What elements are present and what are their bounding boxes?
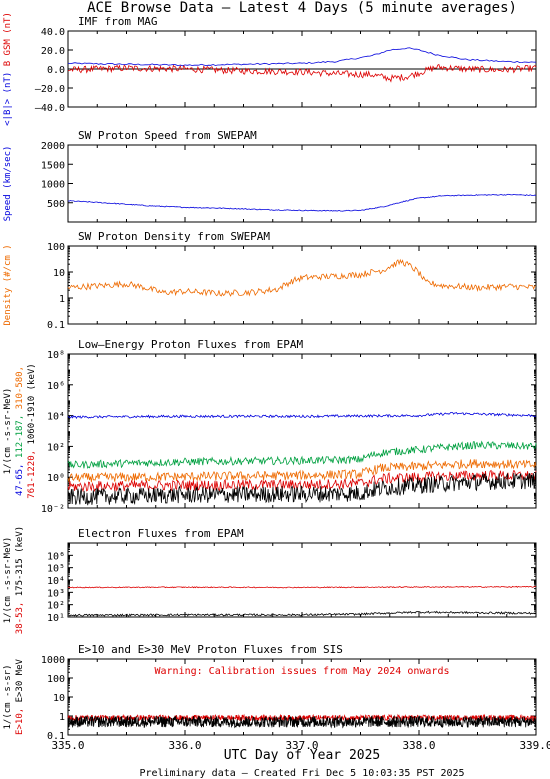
y-tick-label: 500	[47, 199, 65, 210]
y-axis-label-part: 310-580,	[15, 366, 25, 409]
y-tick-label: 1500	[41, 160, 65, 171]
y-tick-label: 10⁶	[47, 381, 65, 392]
panels: –40.0 –20.0 0.0 20.0 40.0 IMF from MAG <|B|> (…	[3, 12, 550, 752]
panel-6: 0.1 1 10 100 1000 E>10 and E>30 MeV Proton Fl…	[3, 643, 537, 742]
y-axis-label-part: 1/(cm -s-sr-MeV)	[3, 537, 13, 624]
panel-title: IMF from MAG	[78, 15, 157, 28]
y-tick-label: –40.0	[35, 103, 65, 114]
y-tick-label: 10³	[47, 588, 65, 599]
y-axis-label-part: 47-65,	[15, 458, 25, 496]
y-tick-label: 10	[53, 693, 65, 704]
panel-2: 500 1000 1500 2000 SW Proton Speed from SWEP…	[3, 129, 537, 223]
x-tick-label: 339.0	[519, 739, 550, 752]
y-tick-label: 10⁴	[47, 576, 65, 587]
y-axis-label-part: 761-1220,	[27, 445, 37, 499]
x-tick-label: 337.0	[285, 739, 318, 752]
y-axis-label: Speed (km/sec)	[3, 146, 13, 222]
y-axis-label: 47-65, 112-187, 310-580,	[15, 366, 25, 496]
series-line-e-10	[67, 713, 537, 723]
panel-4: 10⁻² 10⁰ 10² 10⁴ 10⁶ 10⁸ Low–Energy Proton Flu…	[3, 338, 537, 515]
y-axis-label-part: 38-53,	[15, 596, 25, 634]
y-tick-label: 20.0	[41, 46, 65, 57]
y-tick-label: 100	[47, 674, 65, 685]
y-axis-label-part: E>10,	[15, 702, 25, 735]
y-axis-label-part: 1/(cm -s-sr-MeV)	[3, 388, 13, 475]
panel-title: Low–Energy Proton Fluxes from EPAM	[78, 338, 304, 351]
series-line-density	[67, 258, 537, 297]
y-axis-label: 1/(cm -s-sr-MeV)	[3, 388, 13, 475]
y-axis-label: <|B|> (nT) B GSM (nT)	[3, 12, 13, 126]
y-axis-label-part: Speed (km/sec)	[3, 146, 13, 222]
series-line--b-	[67, 47, 537, 67]
panel-title: Electron Fluxes from EPAM	[78, 527, 244, 540]
series-line-175-315	[67, 610, 537, 617]
y-tick-label: 10²	[47, 601, 65, 612]
y-tick-label: 10⁸	[47, 350, 65, 361]
y-tick-label: 0.1	[47, 320, 65, 331]
panel-title: SW Proton Speed from SWEPAM	[78, 129, 257, 142]
y-tick-label: 0.1	[47, 731, 65, 742]
y-tick-label: 10	[53, 268, 65, 279]
y-tick-label: 10⁵	[47, 564, 65, 575]
y-axis-label: Density (#/cm )	[3, 244, 13, 325]
panel-title: E>10 and E>30 MeV Proton Fluxes from SIS	[78, 643, 343, 656]
panel-annotation: Warning: Calibration issues from May 202…	[154, 666, 449, 677]
x-tick-label: 335.0	[51, 739, 84, 752]
y-axis-label: 1/(cm -s-sr-MeV)	[3, 537, 13, 624]
y-axis-label-part: B GSM (nT)	[3, 12, 13, 66]
y-axis-label: 761-1220, 1060-1910 (keV)	[27, 363, 37, 498]
y-axis-label-part: 112-187,	[15, 409, 25, 458]
y-tick-label: 1000	[41, 180, 65, 191]
series-line-47-65	[67, 411, 537, 419]
y-tick-label: 100	[47, 242, 65, 253]
y-tick-label: 10⁶	[47, 551, 65, 562]
y-tick-label: 1000	[41, 655, 65, 666]
y-axis-label-part: <|B|> (nT)	[3, 66, 13, 126]
y-tick-label: 40.0	[41, 27, 65, 38]
y-axis-label: 1/(cm -s-sr)	[3, 664, 13, 729]
y-axis-label: E>10, E>30 MeV	[15, 658, 25, 734]
y-tick-label: 1	[59, 294, 65, 305]
chart-title: ACE Browse Data – Latest 4 Days (5 minut…	[87, 0, 517, 16]
y-tick-label: –20.0	[35, 84, 65, 95]
y-tick-label: 2000	[41, 141, 65, 152]
panel-frame	[67, 542, 537, 618]
series-line-112-187	[67, 440, 537, 469]
series-line-310-580	[67, 459, 537, 483]
y-tick-label: 10¹	[47, 613, 65, 624]
y-tick-label: 10⁰	[47, 473, 65, 484]
y-tick-label: 10⁻²	[41, 504, 65, 515]
y-axis-label-part: Density (#/cm )	[3, 244, 13, 325]
y-axis-label: 38-53, 175-315 (keV)	[15, 526, 25, 634]
series-line-e-30	[67, 714, 537, 729]
y-tick-label: 1	[59, 712, 65, 723]
y-tick-label: 0.0	[47, 65, 65, 76]
y-tick-label: 10²	[47, 442, 65, 453]
x-tick-label: 336.0	[168, 739, 201, 752]
x-tick-label: 338.0	[402, 739, 435, 752]
panel-3: 0.1 1 10 100 SW Proton Density from SWEPAM De…	[3, 230, 537, 331]
series-line-38-53	[67, 585, 537, 589]
panel-title: SW Proton Density from SWEPAM	[78, 230, 270, 243]
y-axis-label-part: 175-315 (keV)	[15, 526, 25, 596]
panel-1: –40.0 –20.0 0.0 20.0 40.0 IMF from MAG <|B|> (…	[3, 12, 537, 126]
footer-note: Preliminary data – Created Fri Dec 5 10:…	[139, 768, 464, 779]
series-line-bz-gsm	[67, 63, 537, 83]
y-axis-label-part: E>30 MeV	[15, 658, 25, 702]
series-line-speed	[67, 193, 537, 212]
series-line-1060-1910	[67, 472, 536, 506]
y-tick-label: 10⁴	[47, 412, 65, 423]
y-axis-label-part: 1/(cm -s-sr)	[3, 664, 13, 729]
x-axis-label: UTC Day of Year 2025	[224, 748, 381, 763]
y-axis-label-part: 1060-1910 (keV)	[27, 363, 37, 444]
